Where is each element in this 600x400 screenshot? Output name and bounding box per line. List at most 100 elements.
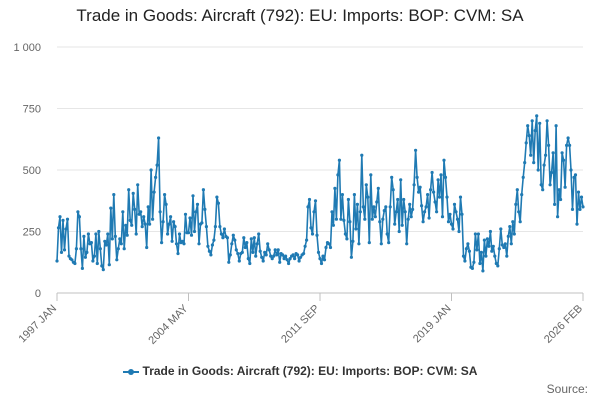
data-point	[443, 175, 448, 179]
data-point	[182, 242, 186, 246]
data-point	[466, 242, 470, 246]
data-point	[303, 244, 307, 248]
data-point	[403, 210, 407, 214]
data-point	[189, 233, 194, 237]
data-point	[85, 250, 89, 254]
data-point	[101, 268, 105, 272]
data-point	[76, 210, 80, 214]
data-point	[505, 254, 509, 258]
data-point	[496, 264, 500, 268]
data-point	[482, 238, 486, 242]
data-point	[397, 229, 401, 234]
data-point	[170, 239, 174, 243]
data-point	[476, 232, 480, 236]
data-point	[124, 223, 128, 227]
data-point	[479, 250, 483, 254]
data-point	[215, 195, 219, 199]
data-point	[134, 232, 138, 236]
x-tick-label: 2004 MAY	[146, 302, 191, 347]
data-point	[246, 257, 250, 261]
data-point	[363, 217, 367, 221]
data-point	[110, 237, 114, 241]
data-point	[307, 197, 312, 202]
data-point	[473, 232, 477, 236]
data-point	[414, 148, 418, 152]
data-point	[423, 210, 427, 214]
data-point	[157, 136, 161, 140]
data-point	[340, 193, 344, 197]
data-point	[92, 254, 96, 258]
data-point	[109, 206, 113, 210]
data-point	[391, 188, 395, 192]
data-point	[424, 205, 428, 209]
data-point	[354, 227, 358, 231]
data-point	[520, 193, 524, 197]
data-point	[121, 210, 125, 214]
data-point	[258, 249, 262, 253]
data-point	[460, 212, 464, 216]
data-point	[440, 215, 445, 219]
data-point	[140, 225, 144, 229]
data-point	[373, 215, 377, 219]
data-point	[255, 242, 259, 246]
data-point	[58, 215, 62, 219]
data-point	[339, 217, 343, 221]
data-point	[517, 210, 521, 214]
data-point	[527, 134, 531, 138]
data-point	[73, 261, 77, 266]
data-point	[302, 252, 306, 256]
data-point	[203, 207, 207, 211]
data-point	[454, 210, 458, 214]
data-point	[523, 161, 527, 165]
data-point	[112, 193, 116, 197]
data-point	[484, 254, 488, 258]
data-point	[313, 199, 318, 203]
data-point	[378, 220, 382, 224]
data-point	[164, 202, 168, 206]
data-point	[188, 216, 192, 220]
data-point	[145, 245, 149, 250]
data-point	[161, 220, 165, 224]
data-point	[70, 258, 74, 262]
data-point	[572, 175, 576, 179]
data-point	[514, 202, 518, 206]
data-point	[143, 222, 147, 226]
data-point	[249, 237, 253, 241]
data-point	[384, 205, 388, 209]
data-point	[252, 236, 256, 240]
data-point	[385, 232, 389, 236]
data-point	[345, 237, 349, 241]
data-point	[581, 205, 585, 209]
data-point	[545, 119, 549, 123]
data-point	[219, 232, 223, 236]
data-point	[437, 195, 442, 199]
data-point	[508, 225, 512, 229]
legend[interactable]: Trade in Goods: Aircraft (792): EU: Impo…	[0, 364, 600, 378]
data-point	[225, 236, 229, 240]
data-point	[167, 222, 171, 226]
data-point	[530, 119, 534, 123]
data-point	[467, 249, 471, 253]
data-point	[89, 241, 93, 245]
data-point	[142, 215, 146, 219]
data-point	[264, 253, 268, 257]
data-point	[379, 242, 383, 246]
data-point	[396, 197, 400, 202]
data-point	[149, 168, 153, 172]
data-point	[221, 236, 225, 240]
data-point	[455, 217, 460, 221]
data-point	[275, 253, 279, 257]
data-point	[565, 143, 569, 147]
data-point	[197, 242, 201, 246]
data-point	[242, 236, 246, 240]
data-point	[136, 183, 140, 187]
data-point	[491, 244, 495, 248]
data-point	[100, 264, 104, 268]
data-point	[417, 190, 421, 194]
data-point	[118, 237, 122, 241]
data-point	[122, 247, 126, 251]
data-point	[357, 242, 361, 246]
data-point	[367, 241, 371, 245]
data-point	[358, 210, 362, 214]
data-point	[376, 186, 380, 190]
